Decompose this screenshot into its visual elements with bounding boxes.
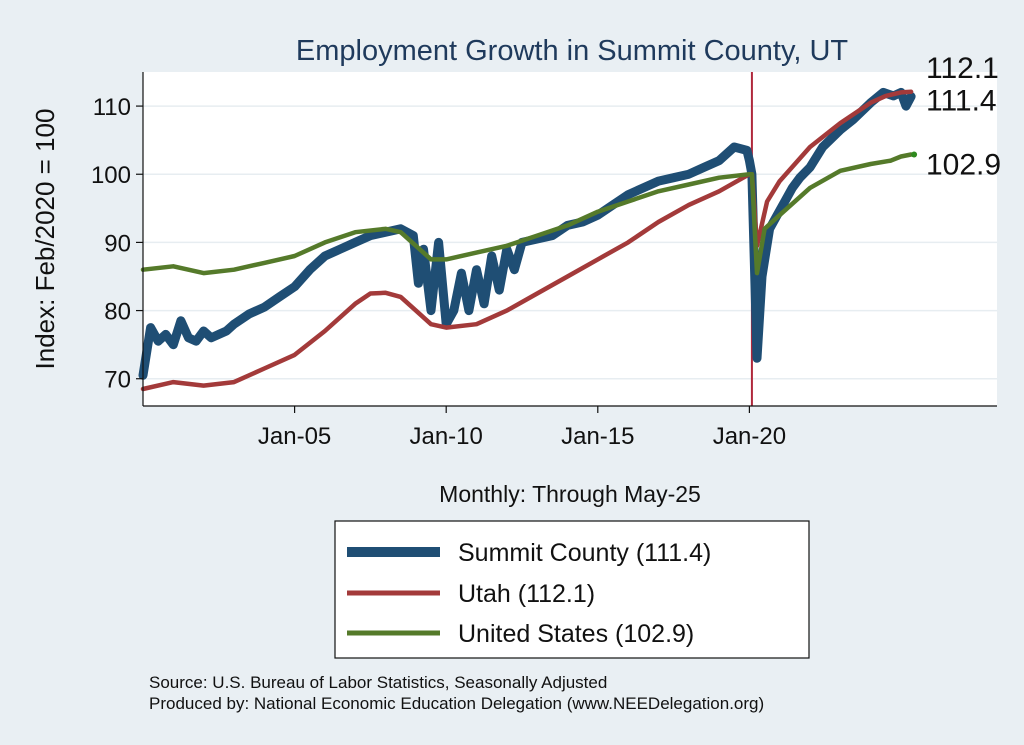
series-end-dot-us	[911, 151, 918, 158]
x-axis-title: Monthly: Through May-25	[439, 481, 701, 507]
series-line-us	[140, 152, 914, 276]
y-axis-title: Index: Feb/2020 = 100	[30, 109, 60, 370]
legend-label-us: United States (102.9)	[458, 620, 694, 648]
axes	[142, 72, 997, 407]
series-line-utah	[140, 89, 914, 392]
legend-label-utah: Utah (112.1)	[458, 580, 595, 608]
end-label-summit: 111.4	[926, 85, 997, 118]
gridlines	[143, 105, 997, 380]
x-tick-label-Jan-15: Jan-15	[561, 423, 634, 450]
series-layer	[138, 87, 918, 392]
x-tick-label-Jan-20: Jan-20	[713, 423, 786, 450]
end-label-us: 102.9	[926, 148, 1001, 181]
series-line-summit	[138, 87, 916, 380]
y-tick-label-100: 100	[91, 162, 131, 189]
chart-title: Employment Growth in Summit County, UT	[296, 35, 849, 67]
source-note: Source: U.S. Bureau of Labor Statistics,…	[149, 673, 607, 692]
y-tick-label-70: 70	[104, 367, 131, 394]
y-tick-label-110: 110	[93, 94, 131, 121]
x-tick-label-Jan-05: Jan-05	[258, 423, 331, 450]
end-label-utah: 112.1	[926, 52, 999, 85]
y-ticks: 70 80 90 100 110	[91, 94, 143, 394]
x-tick-label-Jan-10: Jan-10	[409, 423, 482, 450]
plot-area	[143, 72, 997, 406]
y-tick-label-80: 80	[104, 299, 131, 326]
legend-label-summit: Summit County (111.4)	[458, 539, 711, 567]
y-tick-label-90: 90	[104, 230, 131, 257]
produced-by-note: Produced by: National Economic Education…	[149, 694, 764, 713]
legend: Summit County (111.4) Utah (112.1) Unite…	[334, 520, 810, 659]
x-ticks: Jan-05 Jan-10 Jan-15 Jan-20	[258, 406, 786, 450]
